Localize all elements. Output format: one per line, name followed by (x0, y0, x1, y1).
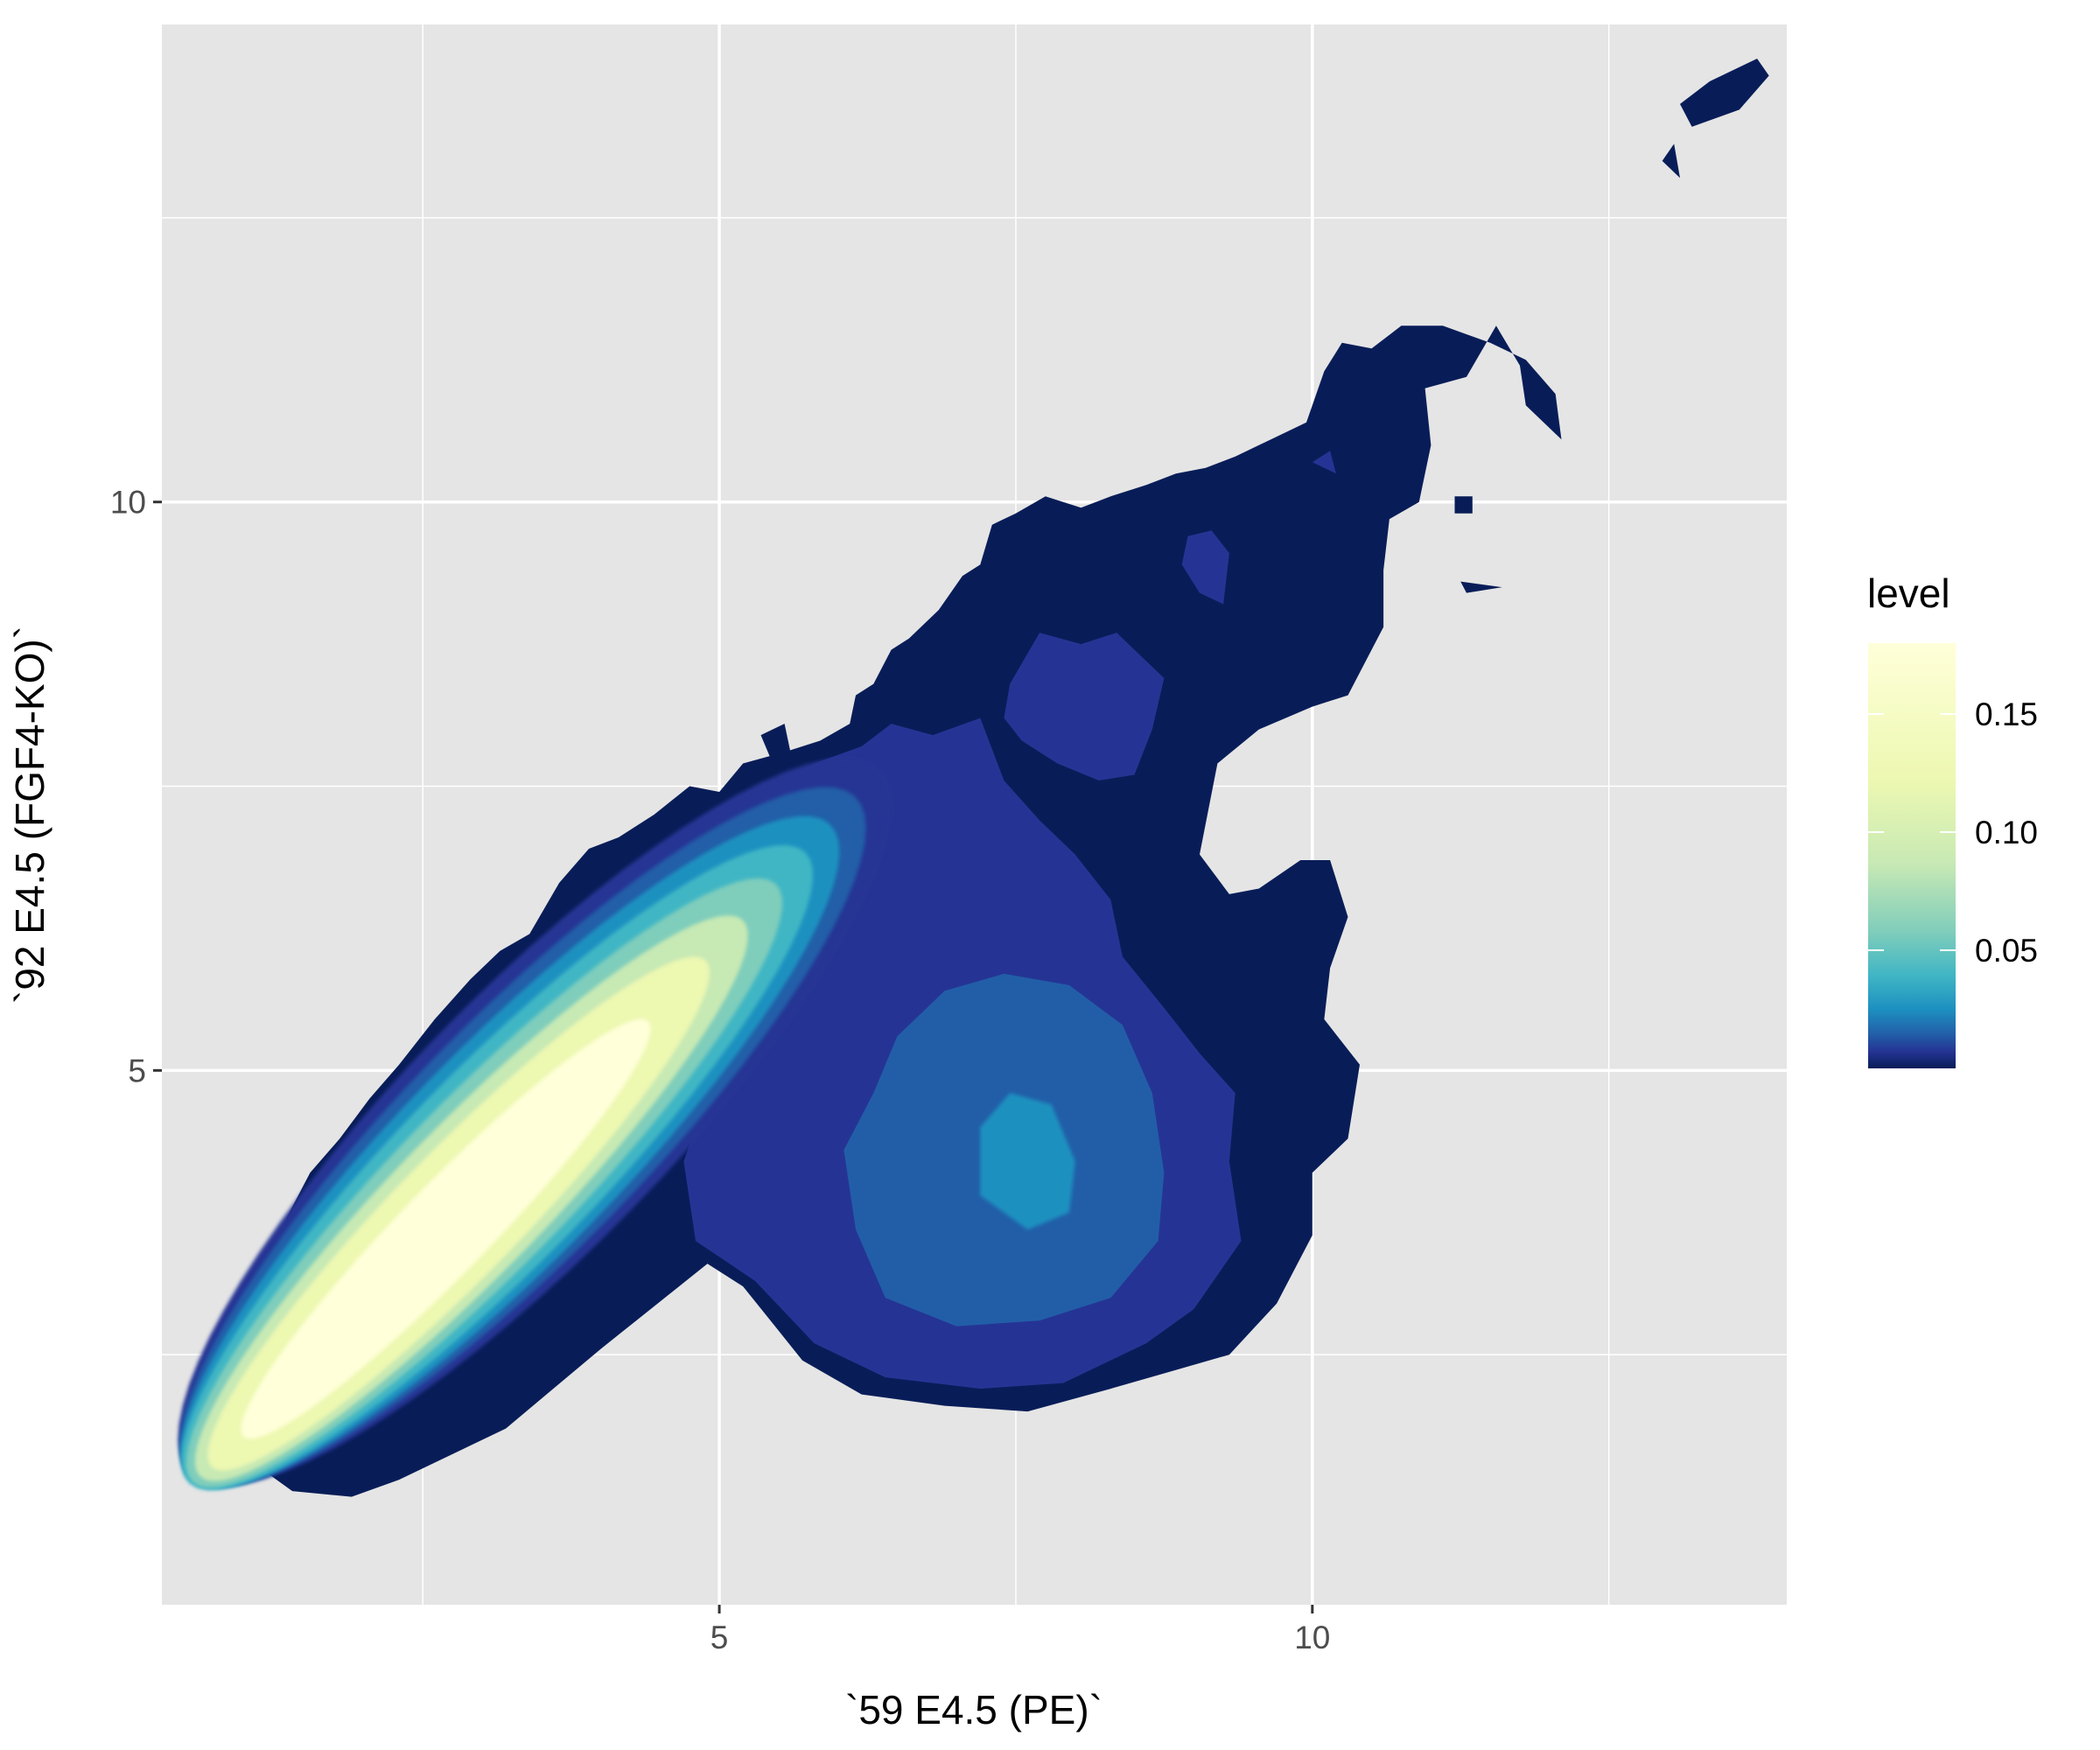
y-axis-title: `92 E4.5 (FGF4-KO)` (7, 626, 52, 1004)
legend-title: level (1867, 570, 1950, 616)
density-level-2-arm (1181, 530, 1229, 605)
density-island (1662, 144, 1680, 178)
y-tick-label: 5 (128, 1053, 146, 1088)
density-island (1454, 496, 1473, 514)
x-axis-title: `59 E4.5 (PE)` (845, 1687, 1102, 1732)
axes: 5 10 5 10 (110, 485, 1331, 1656)
legend: level 0.05 0.10 0.15 (1867, 570, 2038, 1068)
y-tick-label: 10 (110, 485, 146, 521)
density-main-level-8 (241, 1018, 651, 1439)
x-tick-label: 10 (1294, 1620, 1330, 1656)
legend-tick-label: 0.05 (1975, 933, 2038, 969)
density-island (1680, 59, 1769, 127)
legend-colorbar (1868, 643, 1956, 1068)
x-tick-label: 5 (710, 1620, 729, 1656)
legend-tick-label: 0.10 (1975, 815, 2038, 850)
density-level-2-arm (1312, 451, 1336, 474)
legend-tick-label: 0.15 (1975, 696, 2038, 732)
density-level-4 (980, 1093, 1075, 1230)
density-island (760, 724, 791, 764)
density-level-2-arm (1004, 633, 1165, 780)
legend-ticks: 0.05 0.10 0.15 (1868, 696, 2038, 969)
density-island (1460, 581, 1502, 593)
density-layer (178, 59, 1769, 1497)
